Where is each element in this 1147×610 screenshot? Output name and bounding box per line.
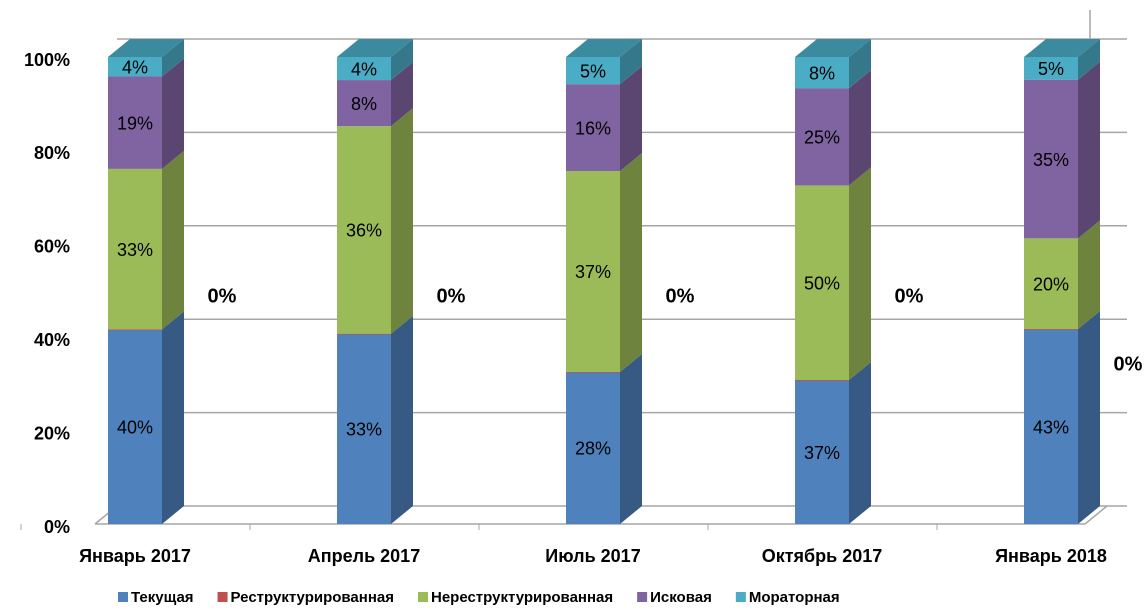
- bar-segment: [566, 57, 620, 85]
- bar-side: [391, 39, 413, 81]
- y-tick-label: 0%: [44, 517, 70, 537]
- bar-side: [391, 315, 413, 524]
- y-tick-label: 80%: [34, 143, 70, 163]
- legend-swatch: [417, 592, 428, 602]
- value-label: 8%: [351, 94, 377, 114]
- bar-segment: [108, 168, 162, 330]
- bar-top: [108, 39, 184, 57]
- bar-side: [162, 311, 184, 524]
- value-label: 8%: [809, 63, 835, 83]
- x-tick-label: Январь 2017: [79, 546, 191, 566]
- value-label: 4%: [351, 59, 377, 79]
- y-tick-label: 100%: [24, 50, 70, 70]
- value-label: 0%: [666, 285, 695, 307]
- bar-top: [566, 39, 642, 57]
- bar-segment: [337, 126, 391, 334]
- bar-segment: [795, 380, 849, 381]
- bar-segment: [566, 171, 620, 372]
- bar-side: [620, 353, 642, 524]
- y-tick-label: 40%: [34, 330, 70, 350]
- legend-label: Исковая: [650, 589, 712, 606]
- legend-label: Текущая: [131, 589, 194, 606]
- value-label: 5%: [580, 61, 606, 81]
- bar-segment: [108, 329, 162, 524]
- bar-top: [1024, 39, 1100, 57]
- bar-side: [162, 150, 184, 330]
- bar-segment: [337, 57, 391, 81]
- bar-side: [849, 39, 871, 89]
- bar-segment: [108, 329, 162, 331]
- value-label: 35%: [1033, 150, 1069, 170]
- bar-side: [620, 39, 642, 85]
- bar-segment: [795, 57, 849, 89]
- value-label: 37%: [575, 262, 611, 282]
- y-tick-label: 20%: [34, 423, 70, 443]
- value-label: 20%: [1033, 274, 1069, 294]
- value-label: 43%: [1033, 417, 1069, 437]
- bar-side: [1078, 220, 1100, 330]
- bar-side: [849, 167, 871, 381]
- bar-side: [620, 153, 642, 372]
- bar-side: [849, 70, 871, 186]
- bar-segment: [795, 88, 849, 186]
- x-tick-label: Октябрь 2017: [762, 546, 883, 566]
- bar-segment: [566, 84, 620, 172]
- legend-swatch: [217, 592, 228, 602]
- bar-segment: [337, 80, 391, 127]
- value-label: 50%: [804, 273, 840, 293]
- value-label: 25%: [804, 128, 840, 148]
- value-label: 36%: [346, 221, 382, 241]
- bar-segment: [1024, 57, 1078, 80]
- bar-top: [795, 39, 871, 57]
- bar-segment: [795, 185, 849, 381]
- x-tick-label: Июль 2017: [545, 546, 640, 566]
- value-label: 19%: [117, 113, 153, 133]
- legend-swatch: [735, 592, 746, 602]
- value-label: 0%: [437, 285, 466, 307]
- bar-side: [162, 58, 184, 169]
- value-label: 33%: [346, 420, 382, 440]
- legend-swatch: [637, 592, 648, 602]
- x-tick-label: Январь 2018: [995, 546, 1107, 566]
- legend-label: Нереструктурированная: [431, 589, 613, 606]
- value-label: 28%: [575, 439, 611, 459]
- value-label: 4%: [122, 57, 148, 77]
- value-label: 5%: [1038, 59, 1064, 79]
- bar-segment: [108, 57, 162, 77]
- bar-segment: [1024, 329, 1078, 330]
- bar-segment: [1024, 329, 1078, 524]
- bar-side: [1078, 61, 1100, 239]
- value-label: 37%: [804, 443, 840, 463]
- legend-label: Реструктурированная: [231, 589, 394, 606]
- bar-side: [620, 66, 642, 172]
- bar-side: [849, 362, 871, 524]
- bar-segment: [795, 380, 849, 524]
- value-label: 0%: [895, 285, 924, 307]
- floor-right: [1084, 505, 1108, 525]
- bar-side: [162, 39, 184, 77]
- value-label: 40%: [117, 417, 153, 437]
- bar-segment: [566, 371, 620, 524]
- bar-side: [1078, 39, 1100, 80]
- bar-segment: [1024, 79, 1078, 239]
- legend-swatch: [118, 592, 128, 602]
- bar-side: [391, 108, 413, 334]
- bar-segment: [337, 333, 391, 335]
- bar-side: [1078, 311, 1100, 524]
- value-label: 33%: [117, 240, 153, 260]
- value-label: 16%: [575, 118, 611, 138]
- value-label: 0%: [208, 285, 237, 307]
- bar-segment: [337, 333, 391, 524]
- x-tick-label: Апрель 2017: [308, 546, 420, 566]
- bar-segment: [1024, 238, 1078, 330]
- legend-label: Мораторная: [749, 589, 840, 606]
- bar-top: [337, 39, 413, 57]
- bar-segment: [108, 76, 162, 169]
- value-label: 0%: [1114, 353, 1143, 375]
- bar-side: [391, 62, 413, 127]
- y-tick-label: 60%: [34, 237, 70, 257]
- bar-segment: [566, 371, 620, 373]
